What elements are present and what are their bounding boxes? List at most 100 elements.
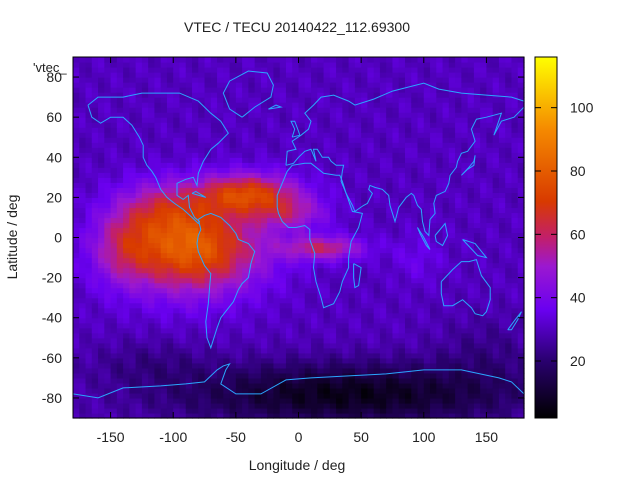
heatmap-cell	[411, 357, 419, 364]
heatmap-cell	[367, 182, 375, 188]
heatmap-cell	[85, 207, 93, 214]
heatmap-cell	[267, 192, 275, 198]
heatmap-cell	[260, 302, 268, 309]
heatmap-cell	[210, 342, 218, 349]
heatmap-cell	[179, 372, 187, 379]
heatmap-cell	[148, 347, 156, 354]
heatmap-cell	[229, 327, 237, 334]
heatmap-cell	[373, 267, 381, 274]
heatmap-cell	[185, 282, 193, 289]
heatmap-cell	[323, 387, 331, 394]
heatmap-cell	[304, 297, 312, 304]
heatmap-cell	[492, 237, 500, 244]
heatmap-cell	[160, 82, 168, 88]
heatmap-cell	[229, 262, 237, 269]
heatmap-cell	[248, 292, 256, 299]
heatmap-cell	[217, 157, 224, 163]
heatmap-cell	[411, 152, 419, 158]
heatmap-cell	[98, 277, 105, 284]
heatmap-cell	[166, 92, 174, 98]
heatmap-cell	[492, 242, 500, 249]
heatmap-cell	[373, 357, 381, 364]
heatmap-cell	[242, 317, 249, 324]
heatmap-cell	[85, 327, 93, 334]
heatmap-cell	[285, 312, 293, 319]
heatmap-cell	[235, 227, 243, 234]
heatmap-cell	[298, 357, 306, 364]
heatmap-cell	[141, 107, 149, 113]
heatmap-cell	[486, 57, 494, 63]
heatmap-cell	[329, 387, 337, 394]
heatmap-cell	[442, 277, 450, 284]
heatmap-cell	[85, 282, 93, 289]
heatmap-cell	[154, 147, 162, 153]
heatmap-cell	[91, 267, 99, 274]
heatmap-cell	[342, 302, 350, 309]
heatmap-cell	[317, 187, 325, 193]
heatmap-cell	[179, 207, 187, 214]
heatmap-cell	[223, 242, 231, 249]
heatmap-cell	[229, 252, 237, 259]
heatmap-cell	[379, 312, 387, 319]
heatmap-cell	[204, 77, 212, 83]
heatmap-cell	[279, 287, 287, 294]
heatmap-cell	[342, 387, 350, 394]
heatmap-cell	[354, 297, 362, 304]
heatmap-cell	[329, 267, 337, 274]
heatmap-cell	[304, 217, 312, 224]
heatmap-cell	[323, 122, 331, 128]
heatmap-cell	[398, 127, 406, 133]
heatmap-cell	[160, 97, 168, 103]
heatmap-cell	[442, 137, 450, 143]
heatmap-cell	[129, 117, 137, 123]
heatmap-cell	[442, 82, 450, 88]
heatmap-cell	[354, 97, 362, 103]
heatmap-cell	[442, 212, 450, 219]
heatmap-cell	[242, 347, 249, 354]
heatmap-cell	[85, 202, 93, 209]
heatmap-cell	[98, 267, 105, 274]
heatmap-cell	[311, 287, 318, 294]
heatmap-cell	[404, 162, 412, 168]
heatmap-cell	[317, 162, 325, 168]
heatmap-cell	[430, 82, 437, 88]
heatmap-cell	[336, 127, 343, 133]
heatmap-cell	[73, 187, 80, 193]
heatmap-cell	[455, 182, 462, 188]
heatmap-cell	[329, 237, 337, 244]
heatmap-cell	[91, 187, 99, 193]
heatmap-cell	[292, 372, 300, 379]
heatmap-cell	[123, 232, 130, 239]
heatmap-cell	[317, 82, 325, 88]
heatmap-cell	[323, 257, 331, 264]
heatmap-cell	[354, 307, 362, 314]
heatmap-cell	[73, 177, 80, 183]
heatmap-cell	[73, 277, 80, 284]
heatmap-cell	[392, 112, 400, 118]
heatmap-cell	[398, 312, 406, 319]
heatmap-cell	[430, 152, 437, 158]
heatmap-cell	[279, 302, 287, 309]
heatmap-cell	[198, 212, 206, 219]
heatmap-cell	[492, 207, 500, 214]
heatmap-cell	[342, 122, 350, 128]
heatmap-cell	[367, 122, 375, 128]
heatmap-cell	[486, 207, 494, 214]
heatmap-cell	[242, 262, 249, 269]
heatmap-cell	[192, 92, 199, 98]
heatmap-cell	[116, 122, 124, 128]
heatmap-cell	[467, 292, 475, 299]
heatmap-cell	[498, 362, 506, 369]
heatmap-cell	[467, 77, 475, 83]
heatmap-cell	[386, 112, 394, 118]
heatmap-cell	[185, 262, 193, 269]
heatmap-cell	[398, 182, 406, 188]
heatmap-cell	[204, 272, 212, 279]
heatmap-cell	[248, 242, 256, 249]
heatmap-cell	[135, 327, 143, 334]
heatmap-cell	[248, 207, 256, 214]
heatmap-cell	[135, 142, 143, 148]
heatmap-cell	[235, 87, 243, 93]
heatmap-cell	[91, 342, 99, 349]
heatmap-cell	[285, 212, 293, 219]
